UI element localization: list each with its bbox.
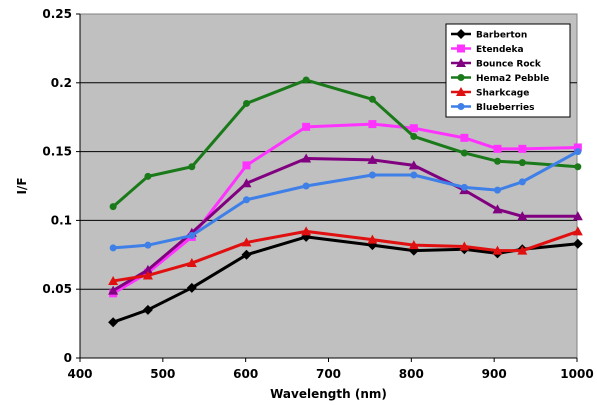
data-point: [492, 204, 503, 214]
data-point: [108, 275, 119, 285]
data-point: [109, 203, 117, 211]
data-point: [460, 133, 469, 142]
x-tick-label: 700: [316, 367, 341, 381]
data-point: [142, 304, 153, 315]
data-point: [108, 317, 119, 328]
data-point: [108, 285, 119, 295]
legend-item: Etendeka: [451, 44, 524, 55]
x-tick-label: 900: [482, 367, 507, 381]
x-tick-label: 600: [233, 367, 258, 381]
data-point: [302, 122, 311, 131]
tick-labels: 0 0.05 0.1 0.15 0.2 0.25 400 500 600 700 800 900 100…: [42, 7, 593, 381]
data-point: [573, 143, 582, 152]
y-tick-label: 0: [64, 351, 72, 365]
data-point: [367, 234, 378, 244]
series-sharkcage: [108, 226, 583, 285]
data-point: [410, 171, 418, 179]
data-series: [108, 76, 583, 328]
legend-item: Barberton: [451, 29, 527, 41]
data-point: [144, 172, 152, 180]
data-point: [368, 120, 377, 129]
legend-box: [445, 23, 571, 118]
data-point: [241, 249, 252, 260]
legend-marker: [456, 58, 466, 67]
data-point: [302, 76, 310, 84]
data-point: [460, 183, 468, 191]
data-point: [574, 148, 582, 156]
data-point: [368, 95, 376, 103]
legend-label: Etendeka: [476, 45, 524, 55]
x-tick-label: 800: [399, 367, 424, 381]
data-point: [572, 226, 583, 236]
legend-label: Sharkcage: [476, 89, 529, 99]
data-point: [517, 211, 528, 221]
data-point: [408, 160, 419, 170]
data-point: [493, 186, 501, 194]
x-tick-label: 500: [150, 367, 175, 381]
legend: Barberton Etendeka Bounce Rock Hema2 Pebble…: [445, 23, 571, 118]
data-point: [186, 282, 197, 293]
data-point: [572, 211, 583, 221]
y-tick-label: 0.05: [42, 282, 72, 296]
data-point: [301, 153, 312, 163]
data-point: [572, 238, 583, 249]
data-point: [518, 159, 526, 167]
data-point: [186, 258, 197, 268]
data-point: [492, 245, 503, 255]
data-point: [241, 178, 252, 188]
data-point: [142, 270, 153, 280]
legend-marker: [456, 29, 466, 39]
data-point: [242, 196, 250, 204]
data-point: [144, 241, 152, 249]
legend-label: Barberton: [476, 31, 527, 41]
data-point: [518, 144, 527, 153]
data-point: [241, 237, 252, 247]
data-point: [302, 182, 310, 190]
y-tick-label: 0.25: [42, 7, 72, 21]
data-point: [518, 178, 526, 186]
y-axis-label: I/F: [15, 177, 29, 194]
data-point: [188, 232, 196, 240]
legend-label: Blueberries: [476, 103, 534, 113]
data-point: [142, 264, 153, 274]
data-point: [188, 163, 196, 171]
legend-label: Hema2 Pebble: [476, 74, 549, 84]
legend-item: Sharkcage: [451, 87, 529, 99]
legend-marker: [457, 103, 465, 110]
data-point: [408, 240, 419, 250]
legend-item: Hema2 Pebble: [451, 74, 549, 84]
legend-item: Blueberries: [451, 103, 534, 113]
y-tick-label: 0.15: [42, 145, 72, 159]
series-hema2-pebble: [109, 76, 582, 211]
x-tick-label: 400: [67, 367, 92, 381]
gridlines: [80, 82, 577, 290]
data-point: [242, 161, 251, 170]
data-point: [574, 163, 582, 171]
data-point: [301, 226, 312, 236]
data-point: [409, 124, 418, 133]
data-point: [109, 244, 117, 252]
data-point: [368, 171, 376, 179]
data-point: [367, 154, 378, 164]
y-tick-label: 0.2: [51, 76, 72, 90]
legend-marker: [457, 44, 465, 53]
data-point: [459, 241, 470, 251]
legend-marker: [457, 74, 465, 81]
axes: [76, 13, 578, 362]
legend-label: Bounce Rock: [476, 60, 542, 70]
data-point: [242, 99, 250, 107]
x-tick-label: 1000: [560, 367, 593, 381]
legend-item: Bounce Rock: [451, 58, 542, 70]
data-point: [493, 157, 501, 165]
series-blueberries: [109, 148, 582, 252]
x-axis-label: Wavelength (nm): [270, 387, 387, 401]
data-point: [460, 149, 468, 157]
data-point: [493, 144, 502, 153]
data-point: [517, 245, 528, 255]
data-point: [410, 132, 418, 140]
y-tick-label: 0.1: [51, 213, 72, 227]
legend-marker: [456, 87, 466, 96]
